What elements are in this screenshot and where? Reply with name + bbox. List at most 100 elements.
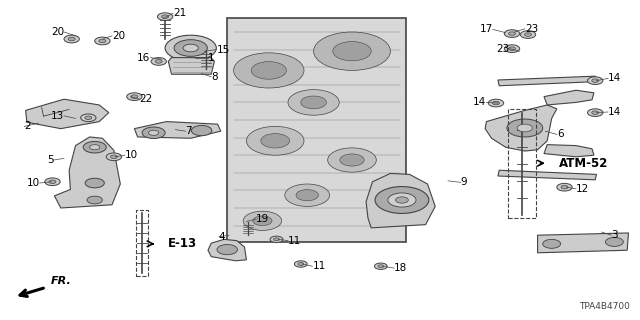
Text: 7: 7 bbox=[186, 126, 192, 136]
Circle shape bbox=[165, 35, 216, 61]
Text: 15: 15 bbox=[216, 44, 230, 55]
Circle shape bbox=[543, 239, 561, 248]
Polygon shape bbox=[538, 233, 628, 253]
Circle shape bbox=[374, 263, 387, 269]
Polygon shape bbox=[544, 145, 594, 157]
Polygon shape bbox=[54, 137, 120, 208]
Circle shape bbox=[142, 127, 165, 139]
Circle shape bbox=[274, 238, 280, 241]
Circle shape bbox=[340, 154, 364, 166]
Text: FR.: FR. bbox=[51, 276, 72, 286]
Circle shape bbox=[45, 178, 60, 186]
Text: TPA4B4700: TPA4B4700 bbox=[580, 302, 630, 311]
Circle shape bbox=[328, 148, 376, 172]
Circle shape bbox=[294, 261, 307, 267]
Circle shape bbox=[388, 193, 416, 207]
Text: 2: 2 bbox=[24, 121, 31, 132]
Circle shape bbox=[151, 58, 166, 65]
Circle shape bbox=[288, 90, 339, 115]
Circle shape bbox=[507, 119, 543, 137]
Text: 20: 20 bbox=[112, 31, 125, 41]
Circle shape bbox=[49, 180, 56, 183]
Circle shape bbox=[234, 53, 304, 88]
Circle shape bbox=[85, 116, 92, 119]
Polygon shape bbox=[134, 122, 221, 138]
Circle shape bbox=[493, 101, 499, 105]
Circle shape bbox=[85, 178, 104, 188]
Circle shape bbox=[504, 30, 520, 37]
Text: 21: 21 bbox=[173, 8, 186, 19]
Circle shape bbox=[157, 13, 173, 20]
Text: 17: 17 bbox=[479, 24, 493, 35]
Text: 13: 13 bbox=[51, 111, 64, 121]
Circle shape bbox=[588, 77, 603, 84]
Text: 16: 16 bbox=[137, 52, 150, 63]
Circle shape bbox=[592, 111, 598, 114]
Polygon shape bbox=[544, 90, 594, 105]
Polygon shape bbox=[498, 76, 596, 86]
Circle shape bbox=[99, 39, 106, 43]
Text: 23: 23 bbox=[525, 24, 538, 34]
Circle shape bbox=[191, 125, 212, 136]
Text: 22: 22 bbox=[140, 94, 153, 104]
Text: 10: 10 bbox=[26, 178, 40, 188]
Circle shape bbox=[314, 32, 390, 70]
Circle shape bbox=[81, 114, 96, 122]
Circle shape bbox=[243, 211, 282, 230]
Circle shape bbox=[174, 40, 207, 56]
Circle shape bbox=[83, 141, 106, 153]
Bar bbox=[508, 109, 536, 218]
Circle shape bbox=[375, 187, 429, 213]
Circle shape bbox=[592, 79, 598, 82]
Circle shape bbox=[509, 32, 515, 35]
Circle shape bbox=[270, 236, 283, 243]
Text: 19: 19 bbox=[256, 214, 269, 224]
Text: 14: 14 bbox=[608, 73, 621, 84]
Text: 14: 14 bbox=[608, 107, 621, 117]
Circle shape bbox=[561, 186, 568, 189]
Text: 5: 5 bbox=[47, 155, 54, 165]
Text: 10: 10 bbox=[125, 150, 138, 160]
Circle shape bbox=[285, 184, 330, 206]
Circle shape bbox=[87, 196, 102, 204]
Text: 8: 8 bbox=[211, 72, 218, 82]
Circle shape bbox=[183, 44, 198, 52]
Text: 9: 9 bbox=[461, 177, 467, 188]
Circle shape bbox=[588, 109, 603, 116]
Circle shape bbox=[111, 155, 117, 158]
Text: 12: 12 bbox=[576, 184, 589, 194]
Bar bbox=[227, 18, 406, 242]
Text: 4: 4 bbox=[219, 232, 225, 242]
Circle shape bbox=[520, 31, 536, 38]
Bar bbox=[136, 210, 148, 276]
Text: 18: 18 bbox=[394, 263, 408, 273]
Circle shape bbox=[605, 237, 623, 246]
Circle shape bbox=[296, 189, 319, 201]
Circle shape bbox=[64, 35, 79, 43]
Polygon shape bbox=[485, 105, 557, 151]
Polygon shape bbox=[366, 173, 435, 228]
Circle shape bbox=[106, 153, 122, 161]
Circle shape bbox=[333, 42, 371, 61]
Text: 6: 6 bbox=[557, 129, 563, 140]
Circle shape bbox=[378, 265, 383, 268]
Circle shape bbox=[162, 15, 168, 18]
Circle shape bbox=[261, 134, 289, 148]
Circle shape bbox=[396, 197, 408, 203]
Circle shape bbox=[504, 45, 520, 52]
Circle shape bbox=[90, 145, 100, 150]
Circle shape bbox=[68, 37, 75, 41]
Text: ATM-52: ATM-52 bbox=[559, 157, 608, 170]
Circle shape bbox=[253, 216, 272, 226]
Circle shape bbox=[557, 183, 572, 191]
Circle shape bbox=[95, 37, 110, 45]
Text: 3: 3 bbox=[611, 230, 618, 240]
Circle shape bbox=[509, 47, 515, 50]
Text: 23: 23 bbox=[496, 44, 509, 54]
Circle shape bbox=[252, 61, 287, 79]
Circle shape bbox=[148, 130, 159, 135]
Circle shape bbox=[488, 99, 504, 107]
Text: 20: 20 bbox=[51, 27, 64, 37]
Text: E-13: E-13 bbox=[168, 237, 198, 250]
Circle shape bbox=[156, 60, 162, 63]
